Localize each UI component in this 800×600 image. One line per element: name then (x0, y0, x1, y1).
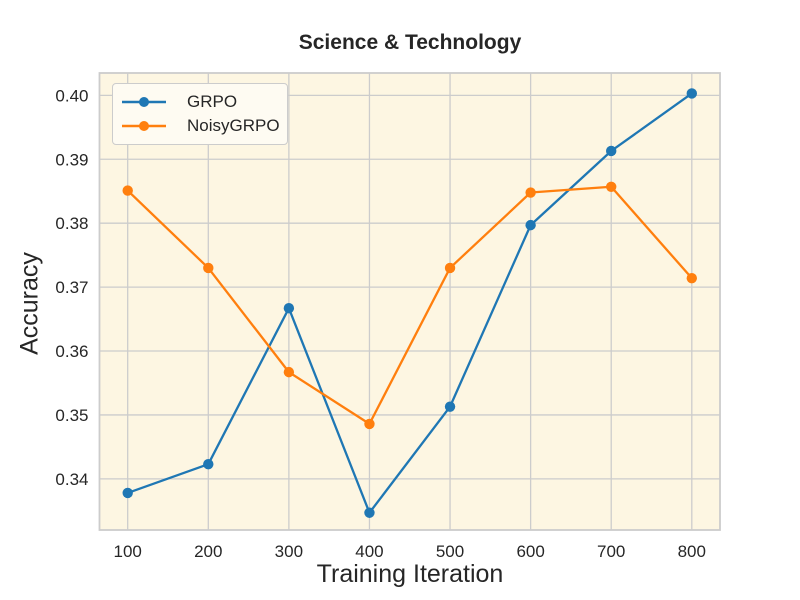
x-tick-label: 200 (194, 542, 222, 561)
data-point-grpo (364, 507, 375, 518)
legend: GRPO NoisyGRPO (112, 83, 288, 145)
x-axis-label: Training Iteration (316, 560, 504, 588)
legend-item-grpo: GRPO (121, 90, 277, 114)
data-point-grpo (525, 219, 536, 231)
x-tick-label: 300 (275, 542, 303, 561)
y-tick-label: 0.38 (55, 214, 88, 233)
data-point-grpo (283, 303, 295, 314)
y-axis-label: Accuracy (15, 252, 44, 355)
data-point-noisygrpo (203, 262, 214, 274)
data-point-grpo (686, 88, 697, 99)
x-tick-label: 800 (678, 542, 706, 561)
legend-label-grpo: GRPO (187, 92, 238, 111)
legend-label-noisygrpo: NoisyGRPO (187, 116, 280, 135)
data-point-noisygrpo (444, 262, 456, 274)
series-line-grpo (126, 92, 693, 514)
x-tick-label: 500 (436, 542, 464, 561)
data-point-noisygrpo (364, 418, 375, 430)
legend-item-noisygrpo: NoisyGRPO (121, 114, 280, 138)
y-tick-label: 0.40 (55, 86, 88, 105)
data-point-grpo (444, 401, 456, 412)
x-tick-label: 700 (597, 542, 625, 561)
x-tick-label: 600 (516, 542, 544, 561)
y-tick-label: 0.39 (55, 150, 88, 169)
data-point-grpo (122, 487, 133, 499)
plot-area (99, 73, 720, 530)
data-point-noisygrpo (686, 272, 697, 284)
data-point-grpo (203, 458, 214, 470)
data-point-noisygrpo (283, 366, 295, 378)
legend-line-sample-grpo (122, 97, 166, 107)
series-line-noisygrpo (126, 185, 693, 426)
data-point-noisygrpo (525, 187, 536, 198)
data-point-grpo (606, 145, 617, 157)
data-point-noisygrpo (606, 181, 617, 192)
data-point-noisygrpo (122, 185, 133, 196)
y-tick-label: 0.37 (55, 278, 88, 297)
y-tick-label: 0.36 (55, 342, 88, 361)
plot-border (98, 72, 721, 531)
y-tick-label: 0.34 (55, 470, 88, 489)
y-tick-label: 0.35 (55, 406, 88, 425)
legend-line-sample-noisygrpo (122, 121, 166, 131)
x-tick-label: 100 (114, 542, 142, 561)
x-tick-label: 400 (355, 542, 383, 561)
chart-title: Science & Technology (298, 31, 522, 54)
